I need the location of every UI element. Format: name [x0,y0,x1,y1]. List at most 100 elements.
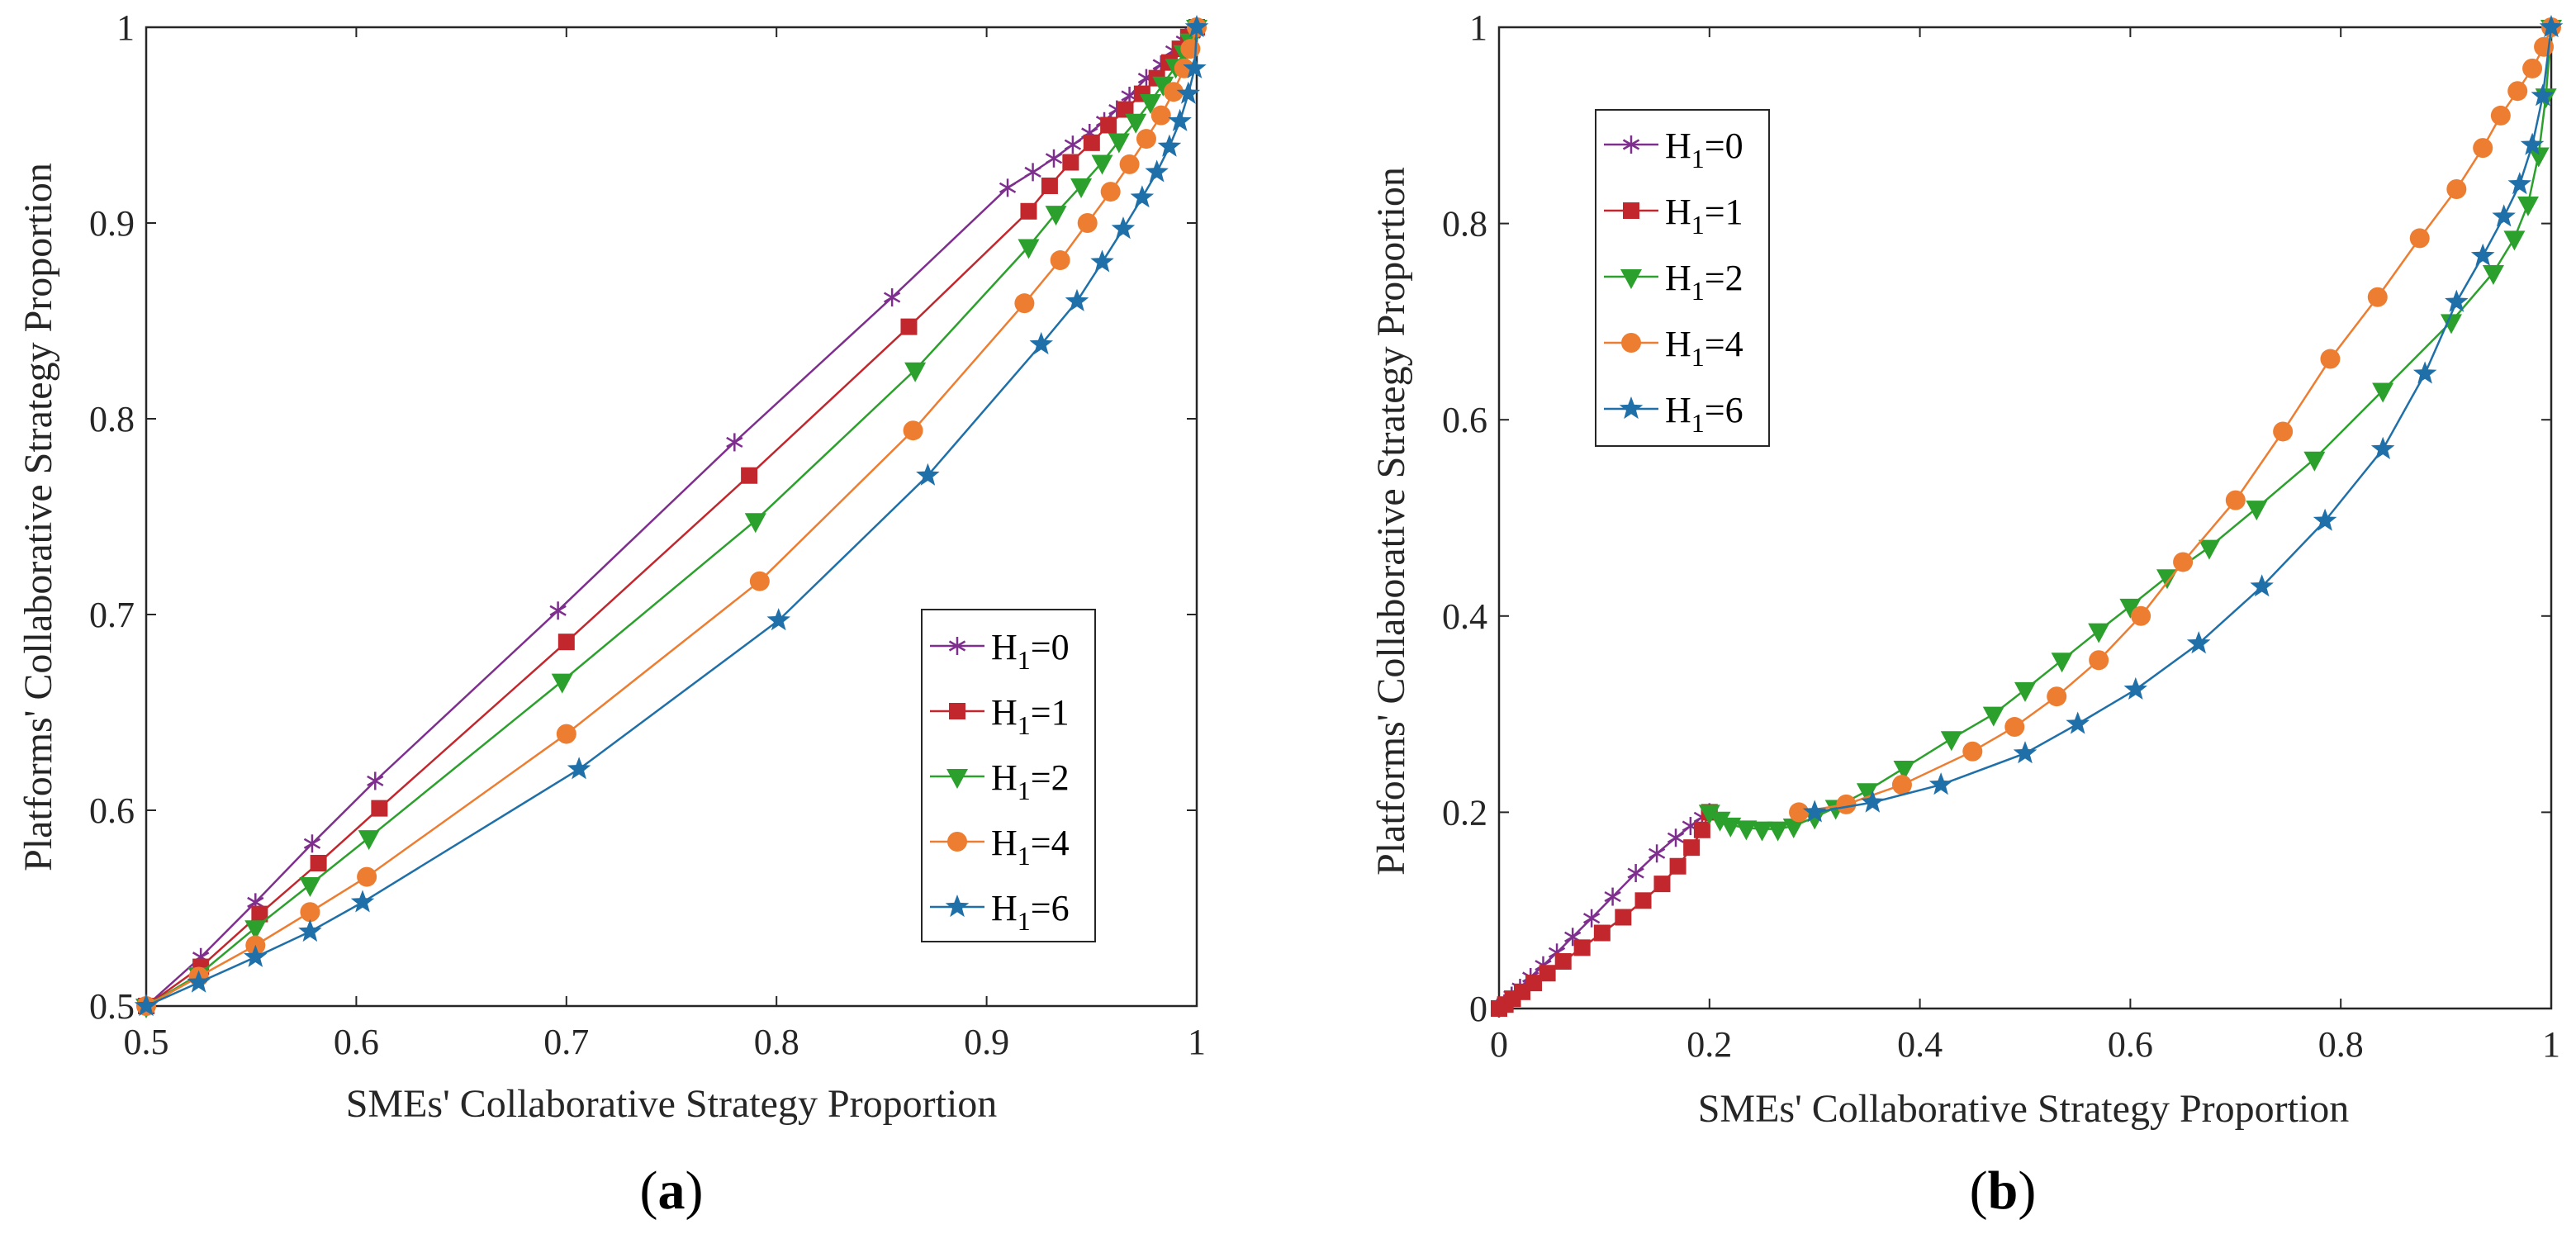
y-tick-label: 0.7 [89,595,135,635]
data-point [303,834,321,853]
data-point [1604,887,1621,906]
data-point [883,288,901,307]
data-point [744,513,766,534]
data-point [1982,706,2004,727]
y-tick-label: 0.6 [1442,400,1487,440]
panel-b-series-group [1490,15,2564,1018]
data-point [2246,501,2268,521]
legend-marker [947,832,967,852]
panel-b-letter: b [1988,1160,2019,1221]
data-point [187,970,211,993]
data-point [2539,15,2564,38]
data-point [2313,508,2337,531]
x-tick-label: 0.6 [2108,1024,2153,1065]
data-point [1539,965,1556,982]
data-point [1018,239,1040,259]
data-point [2492,204,2516,227]
data-point [1136,129,1156,150]
data-point [1050,250,1070,271]
panel-b-xlabel: SMEs' Collaborative Strategy Proportion [1698,1087,2350,1131]
data-point [2503,230,2526,251]
series-h1-6 [134,15,1209,1017]
data-point [916,463,940,486]
data-point [551,673,573,694]
data-point [2119,598,2142,619]
legend-entry: H1=0 [1604,126,1743,173]
legend-label: H1=6 [991,888,1070,936]
data-point [1683,839,1701,857]
legend-label: H1=4 [1665,324,1743,372]
data-point [1554,952,1572,970]
data-point [1183,55,1207,78]
data-point [1634,892,1652,909]
panel-b-legend: H1=0 H1=1 H1=2 H1=4 H1=6 [1595,109,1770,447]
data-point [1117,101,1134,118]
data-point [1014,293,1035,314]
data-point [2507,81,2528,102]
x-tick-label: 0.4 [1897,1024,1943,1065]
data-point [1164,82,1184,102]
data-point [2440,314,2462,335]
data-point [2367,287,2388,307]
data-point [567,757,591,780]
data-point [1045,206,1067,226]
legend-entry: H1=2 [1604,258,1743,306]
y-tick-label: 0.2 [1442,792,1487,833]
legend-label: H1=0 [1665,126,1743,173]
data-point [2517,196,2539,216]
data-point [2066,711,2090,734]
data-point [2412,361,2437,384]
data-point [741,467,758,484]
data-point [2473,138,2493,159]
series-h1-2 [1698,20,2562,842]
legend-marker [945,895,970,918]
data-point [1168,108,1192,131]
data-point [1735,820,1758,841]
data-point [1065,288,1089,311]
data-point [1083,134,1100,151]
data-point [134,994,159,1017]
data-point [2225,490,2246,510]
data-point [2520,132,2545,155]
data-point [1648,844,1666,863]
data-point [1698,804,1720,825]
data-point [549,601,567,620]
data-point [904,362,927,382]
legend-marker [949,703,965,719]
legend-label: H1=2 [1665,258,1743,306]
x-tick-label: 1 [2542,1024,2560,1065]
data-point [749,571,770,591]
panel-a-legend: H1=0 H1=1 H1=2 H1=4 H1=6 [921,609,1096,942]
data-point [1856,783,1878,804]
legend-label: H1=1 [991,692,1070,740]
x-tick-label: 0.8 [754,1022,799,1062]
data-point [1627,864,1644,883]
data-point [726,433,743,452]
legend-entry: H1=0 [930,627,1070,675]
data-point [2088,623,2110,643]
data-point [1180,39,1201,59]
panel-a-xlabel: SMEs' Collaborative Strategy Proportion [346,1082,998,1126]
data-point [1145,159,1169,183]
data-point [1962,741,1983,762]
data-point [350,890,375,913]
data-point [1020,202,1037,220]
data-point [1176,81,1201,104]
data-point [244,944,268,967]
legend-entry: H1=2 [930,757,1070,805]
data-point [1582,909,1601,928]
y-tick-label: 0.5 [89,986,135,1027]
y-tick-label: 0 [1469,989,1487,1029]
data-point [298,918,322,942]
data-point [358,830,380,851]
data-point [557,634,575,651]
y-tick-label: 0.9 [89,203,135,244]
y-tick-label: 0.8 [89,399,135,439]
y-tick-label: 0.4 [1442,596,1487,637]
data-point [1789,802,1810,823]
data-point [2534,36,2555,57]
y-tick-label: 1 [116,7,135,48]
legend-marker [948,637,966,655]
legend-marker [1622,135,1640,154]
data-point [1070,178,1093,198]
